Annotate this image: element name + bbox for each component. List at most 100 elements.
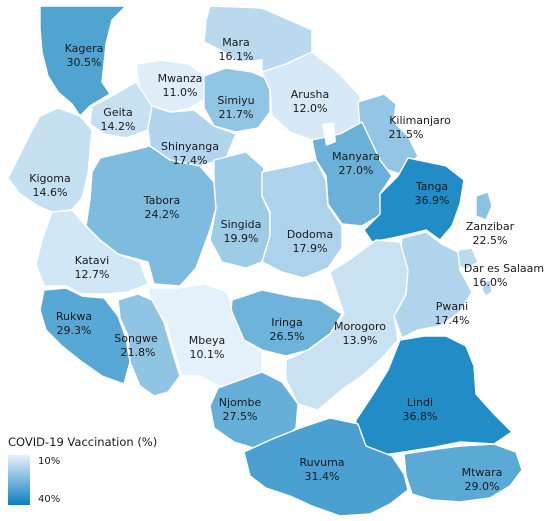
region-value-njombe: 27.5% bbox=[223, 410, 258, 423]
region-value-tanga: 36.9% bbox=[415, 194, 450, 207]
region-name-pwani: Pwani bbox=[436, 300, 468, 313]
label-geita: Geita 14.2% bbox=[101, 106, 136, 133]
region-name-shinyanga: Shinyanga bbox=[161, 140, 219, 153]
lake-manyara bbox=[322, 122, 336, 146]
label-njombe: Njombe 27.5% bbox=[219, 396, 262, 423]
region-mara[interactable] bbox=[203, 5, 313, 73]
region-value-kilimanjaro: 21.5% bbox=[389, 128, 424, 141]
region-value-kagera: 30.5% bbox=[67, 56, 102, 69]
label-ruvuma: Ruvuma 31.4% bbox=[299, 456, 344, 483]
lakes bbox=[168, 40, 336, 146]
label-tanga: Tanga 36.9% bbox=[415, 180, 450, 207]
label-manyara: Manyara 27.0% bbox=[332, 150, 380, 177]
label-simiyu: Simiyu 21.7% bbox=[217, 94, 254, 121]
label-mara: Mara 16.1% bbox=[219, 36, 254, 63]
region-name-morogoro: Morogoro bbox=[334, 320, 386, 333]
region-name-zanzibar: Zanzibar bbox=[466, 220, 515, 233]
region-tanga[interactable] bbox=[363, 157, 465, 243]
region-value-zanzibar: 22.5% bbox=[473, 234, 508, 247]
region-songwe[interactable] bbox=[117, 293, 181, 397]
region-name-mtwara: Mtwara bbox=[462, 466, 503, 479]
region-name-songwe: Songwe bbox=[114, 332, 158, 345]
region-name-singida: Singida bbox=[221, 218, 262, 231]
region-value-dodoma: 17.9% bbox=[293, 242, 328, 255]
legend-min-label: 10% bbox=[38, 456, 60, 467]
region-morogoro[interactable] bbox=[285, 239, 409, 411]
region-name-kigoma: Kigoma bbox=[29, 172, 70, 185]
region-value-mbeya: 10.1% bbox=[190, 348, 225, 361]
region-name-rukwa: Rukwa bbox=[56, 310, 92, 323]
region-value-ruvuma: 31.4% bbox=[305, 470, 340, 483]
region-name-ruvuma: Ruvuma bbox=[299, 456, 344, 469]
legend-max-label: 40% bbox=[38, 494, 60, 505]
lake-victoria-inlet bbox=[168, 40, 204, 60]
region-value-geita: 14.2% bbox=[101, 120, 136, 133]
region-value-lindi: 36.8% bbox=[403, 410, 438, 423]
region-name-manyara: Manyara bbox=[332, 150, 380, 163]
region-mtwara[interactable] bbox=[403, 443, 523, 503]
region-zanzibar[interactable] bbox=[475, 191, 493, 221]
label-singida: Singida 19.9% bbox=[221, 218, 262, 245]
region-name-kagera: Kagera bbox=[65, 42, 104, 55]
label-arusha: Arusha 12.0% bbox=[291, 88, 329, 115]
region-value-shinyanga: 17.4% bbox=[173, 154, 208, 167]
label-kagera: Kagera 30.5% bbox=[65, 42, 104, 69]
region-simiyu[interactable] bbox=[203, 67, 271, 133]
label-kigoma: Kigoma 14.6% bbox=[29, 172, 70, 199]
label-tabora: Tabora 24.2% bbox=[143, 194, 181, 221]
region-value-singida: 19.9% bbox=[224, 232, 259, 245]
region-name-simiyu: Simiyu bbox=[217, 94, 254, 107]
label-songwe: Songwe 21.8% bbox=[114, 332, 158, 359]
region-kagera[interactable] bbox=[39, 5, 127, 117]
label-shinyanga: Shinyanga 17.4% bbox=[161, 140, 219, 167]
region-value-morogoro: 13.9% bbox=[343, 334, 378, 347]
region-name-iringa: Iringa bbox=[271, 316, 303, 329]
region-value-mwanza: 11.0% bbox=[163, 86, 198, 99]
label-dar-es-salaam: Dar es Salaam 16.0% bbox=[464, 262, 544, 289]
label-mbeya: Mbeya 10.1% bbox=[189, 334, 226, 361]
region-name-kilimanjaro: Kilimanjaro bbox=[389, 114, 451, 127]
region-name-katavi: Katavi bbox=[75, 254, 109, 267]
mafia-island[interactable] bbox=[481, 279, 493, 297]
region-labels: Kagera 30.5% Mara 16.1% Mwanza 11.0% Sim… bbox=[29, 36, 544, 493]
region-name-dodoma: Dodoma bbox=[287, 228, 333, 241]
region-value-tabora: 24.2% bbox=[145, 208, 180, 221]
region-value-mtwara: 29.0% bbox=[465, 480, 500, 493]
label-pwani: Pwani 17.4% bbox=[435, 300, 470, 327]
region-katavi[interactable] bbox=[35, 209, 149, 295]
region-singida[interactable] bbox=[209, 151, 271, 269]
region-name-lindi: Lindi bbox=[407, 396, 433, 409]
region-value-simiyu: 21.7% bbox=[219, 108, 254, 121]
region-rukwa[interactable] bbox=[39, 287, 131, 385]
label-katavi: Katavi 12.7% bbox=[75, 254, 110, 281]
label-mwanza: Mwanza 11.0% bbox=[158, 72, 203, 99]
label-kilimanjaro: Kilimanjaro 21.5% bbox=[389, 114, 452, 141]
region-name-geita: Geita bbox=[103, 106, 132, 119]
region-dodoma[interactable] bbox=[261, 159, 343, 279]
label-zanzibar: Zanzibar 22.5% bbox=[466, 220, 515, 247]
region-name-mbeya: Mbeya bbox=[189, 334, 226, 347]
legend-color-ramp bbox=[8, 455, 30, 505]
region-value-arusha: 12.0% bbox=[293, 102, 328, 115]
region-shapes bbox=[7, 5, 523, 517]
label-rukwa: Rukwa 29.3% bbox=[56, 310, 92, 337]
region-name-arusha: Arusha bbox=[291, 88, 329, 101]
region-value-pwani: 17.4% bbox=[435, 314, 470, 327]
label-lindi: Lindi 36.8% bbox=[403, 396, 438, 423]
legend: COVID-19 Vaccination (%) 10% 40% bbox=[8, 435, 157, 505]
region-value-manyara: 27.0% bbox=[339, 164, 374, 177]
region-value-songwe: 21.8% bbox=[121, 346, 156, 359]
region-value-katavi: 12.7% bbox=[75, 268, 110, 281]
region-name-tabora: Tabora bbox=[143, 194, 181, 207]
region-name-mara: Mara bbox=[222, 36, 250, 49]
region-value-dar-es-salaam: 16.0% bbox=[473, 276, 508, 289]
region-ruvuma[interactable] bbox=[243, 417, 409, 517]
region-name-mwanza: Mwanza bbox=[158, 72, 203, 85]
label-iringa: Iringa 26.5% bbox=[270, 316, 305, 343]
legend-title: COVID-19 Vaccination (%) bbox=[8, 435, 157, 449]
region-name-tanga: Tanga bbox=[415, 180, 448, 193]
region-value-rukwa: 29.3% bbox=[57, 324, 92, 337]
label-dodoma: Dodoma 17.9% bbox=[287, 228, 333, 255]
region-value-iringa: 26.5% bbox=[270, 330, 305, 343]
region-lindi[interactable] bbox=[355, 335, 513, 457]
